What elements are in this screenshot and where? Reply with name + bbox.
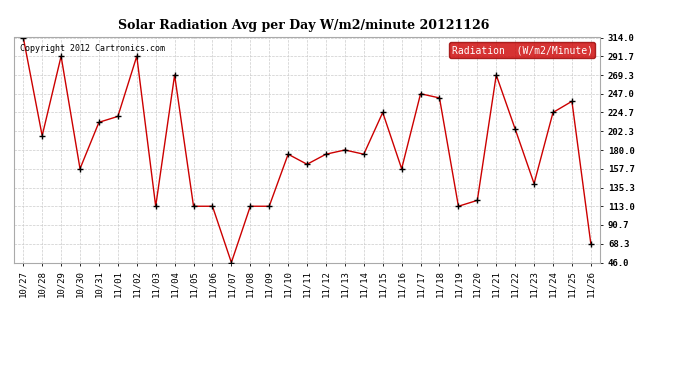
Legend: Radiation  (W/m2/Minute): Radiation (W/m2/Minute) bbox=[448, 42, 595, 58]
Text: Copyright 2012 Cartronics.com: Copyright 2012 Cartronics.com bbox=[19, 44, 165, 53]
Text: Solar Radiation Avg per Day W/m2/minute 20121126: Solar Radiation Avg per Day W/m2/minute … bbox=[118, 19, 489, 32]
